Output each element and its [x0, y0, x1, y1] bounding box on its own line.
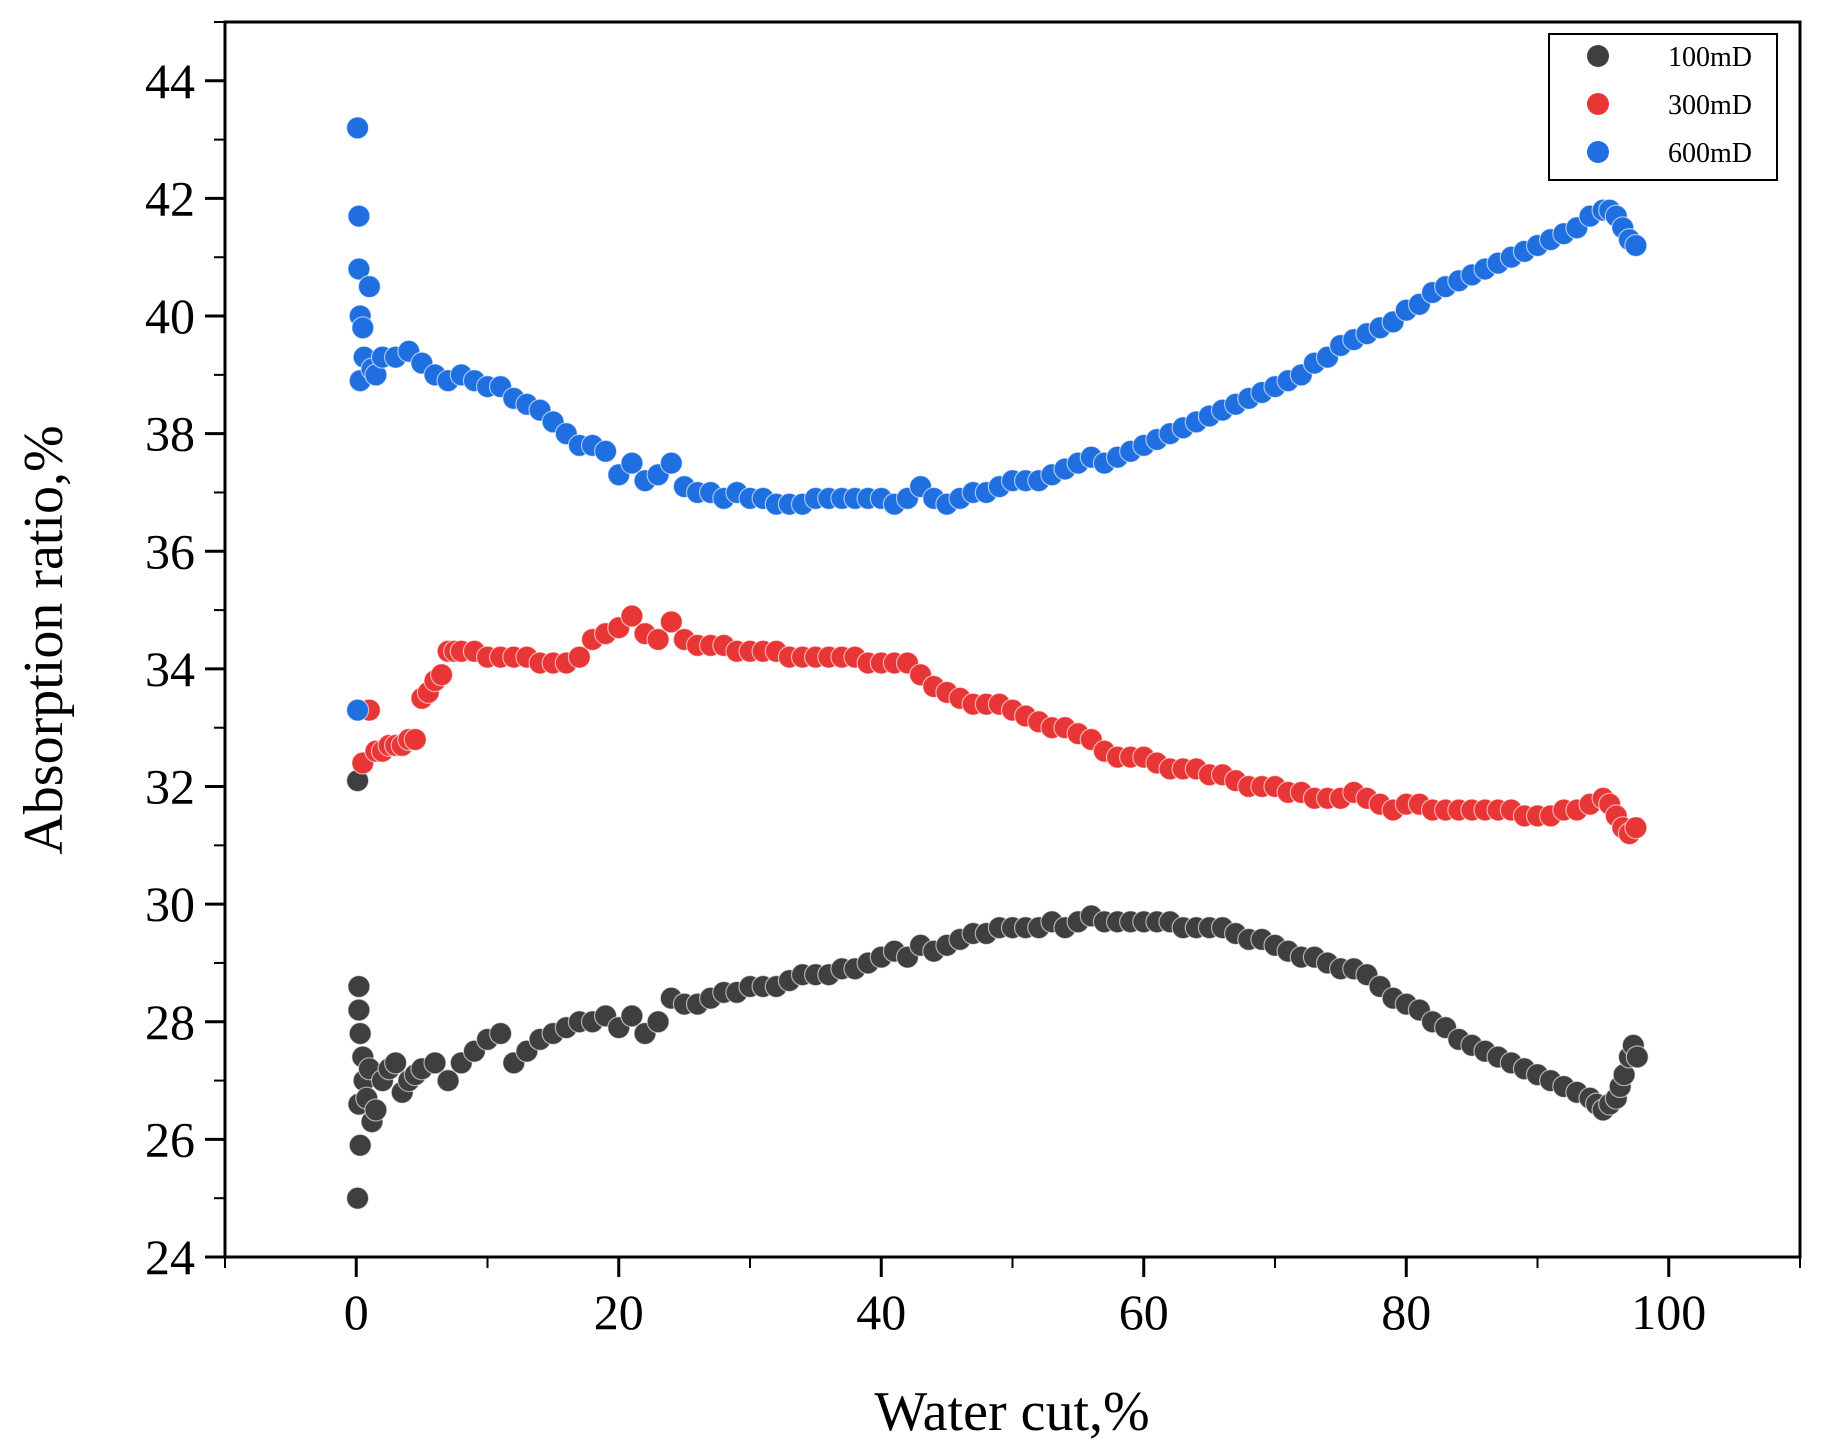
y-tick-label: 24	[145, 1229, 195, 1285]
legend-marker	[1587, 45, 1609, 67]
data-point	[346, 1186, 370, 1210]
y-tick-label: 42	[145, 170, 195, 226]
x-axis-title: Water cut,%	[874, 1381, 1149, 1443]
data-point	[348, 1133, 372, 1157]
data-points	[346, 116, 1649, 1210]
legend-marker	[1587, 141, 1609, 163]
y-axis: 24 26 28 30 32 34 36 38 40 42 44	[145, 21, 225, 1285]
data-point	[620, 451, 644, 475]
x-axis: 0 20 40 60 80 100	[224, 1257, 1801, 1340]
data-point	[347, 998, 371, 1022]
data-point	[347, 974, 371, 999]
data-point	[430, 663, 454, 687]
data-point	[567, 645, 592, 669]
data-point	[423, 1051, 447, 1075]
y-tick-label: 28	[145, 994, 195, 1050]
y-axis-title: Absorption ratio,%	[13, 425, 75, 854]
data-point	[1624, 816, 1648, 840]
data-point	[384, 1051, 408, 1075]
data-point	[346, 698, 370, 722]
data-point	[347, 204, 371, 228]
data-point	[620, 1004, 644, 1028]
data-point	[348, 1021, 372, 1046]
data-point	[1624, 233, 1648, 258]
legend: 100mD 300mD 600mD	[1548, 33, 1778, 181]
y-tick-label: 32	[145, 759, 195, 815]
legend-box	[1548, 33, 1778, 181]
data-point	[489, 1021, 513, 1046]
x-tick-label: 60	[1119, 1284, 1169, 1340]
y-tick-label: 36	[145, 523, 195, 579]
y-tick-label: 34	[145, 641, 195, 697]
y-tick-label: 30	[145, 876, 195, 932]
legend-marker	[1587, 93, 1609, 115]
data-point	[351, 316, 375, 340]
data-point	[347, 257, 371, 281]
y-tick-label: 38	[145, 406, 195, 462]
data-point	[364, 1098, 388, 1122]
data-point	[403, 727, 427, 752]
y-tick-label: 26	[145, 1111, 195, 1167]
data-point	[357, 275, 381, 299]
y-tick-label: 44	[145, 53, 195, 109]
legend-label: 100mD	[1668, 42, 1752, 73]
series-300mD	[351, 604, 1648, 846]
x-tick-label: 20	[594, 1284, 644, 1340]
x-tick-label: 80	[1381, 1284, 1431, 1340]
legend-label: 300mD	[1668, 90, 1752, 121]
data-point	[659, 451, 683, 475]
data-point	[620, 604, 644, 628]
x-tick-label: 0	[344, 1284, 369, 1340]
data-point	[646, 627, 670, 652]
data-point	[346, 116, 370, 140]
series-600mD	[346, 116, 1648, 722]
data-point	[1625, 1045, 1649, 1069]
y-tick-label: 40	[145, 288, 195, 344]
x-tick-label: 40	[856, 1284, 906, 1340]
legend-label: 600mD	[1668, 138, 1752, 169]
data-point	[593, 439, 618, 463]
data-point	[659, 610, 683, 634]
data-point	[646, 1010, 670, 1034]
x-tick-label: 100	[1631, 1284, 1706, 1340]
data-point	[436, 1068, 460, 1093]
series-100mD	[346, 768, 1649, 1210]
